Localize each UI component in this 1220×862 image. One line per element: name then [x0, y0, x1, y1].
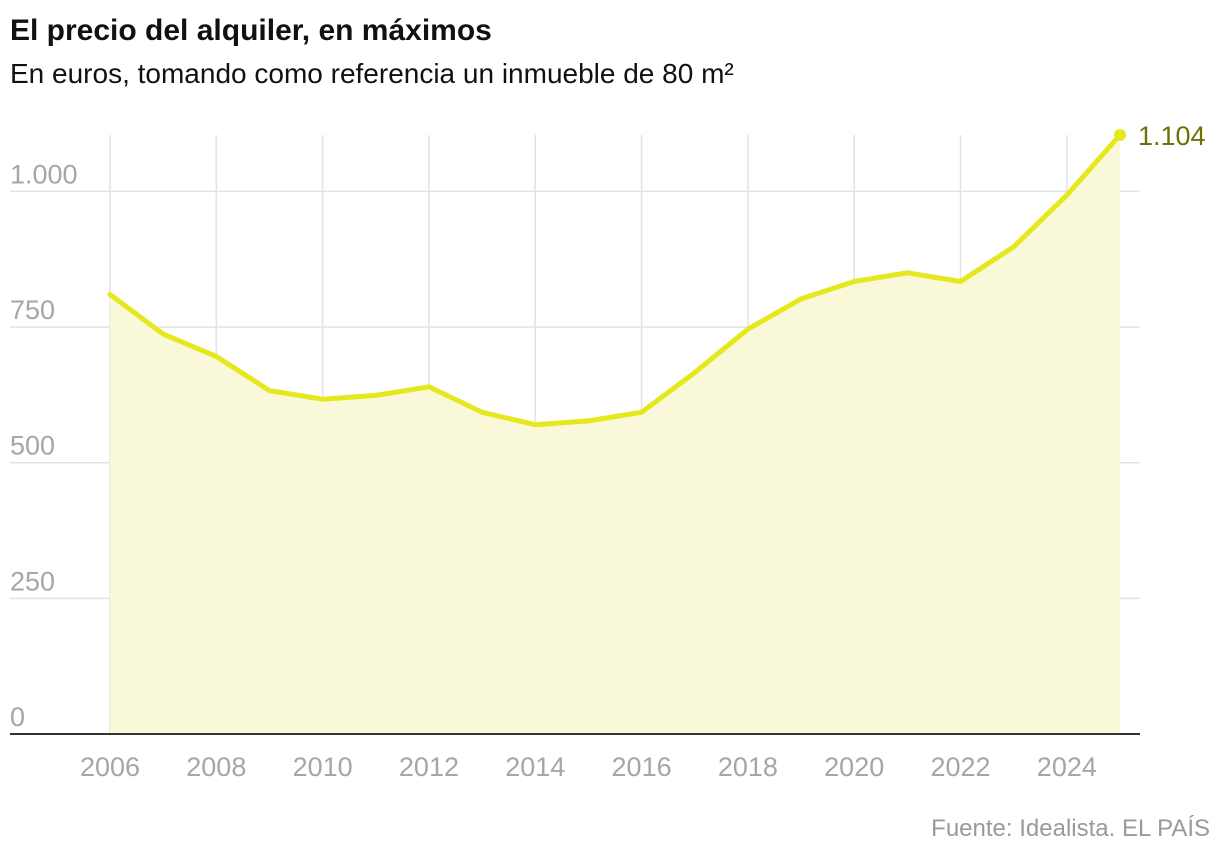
- y-tick-label: 0: [10, 702, 25, 732]
- y-tick-label: 500: [10, 431, 55, 461]
- x-tick-label: 2022: [930, 752, 990, 782]
- x-tick-labels: 2006 2008 2010 2012 2014 2016 2018 2020 2022 2024: [80, 752, 1097, 782]
- x-tick-label: 2010: [293, 752, 353, 782]
- x-tick-label: 2020: [824, 752, 884, 782]
- y-tick-labels: 0 250 500 750 1.000: [10, 159, 78, 732]
- y-tick-label: 250: [10, 566, 55, 596]
- chart-title: El precio del alquiler, en máximos: [10, 14, 492, 47]
- source-note: Fuente: Idealista. EL PAÍS: [931, 815, 1210, 842]
- y-tick-label: 750: [10, 295, 55, 325]
- x-tick-label: 2008: [186, 752, 246, 782]
- x-tick-label: 2016: [612, 752, 672, 782]
- x-tick-label: 2014: [505, 752, 565, 782]
- end-point-marker: [1114, 129, 1126, 141]
- y-tick-label: 1.000: [10, 159, 78, 189]
- price-area: [110, 135, 1120, 734]
- x-tick-label: 2024: [1037, 752, 1097, 782]
- x-tick-label: 2012: [399, 752, 459, 782]
- end-value-label: 1.104: [1138, 121, 1206, 151]
- x-tick-label: 2018: [718, 752, 778, 782]
- chart-subtitle: En euros, tomando como referencia un inm…: [10, 58, 734, 89]
- x-tick-label: 2006: [80, 752, 140, 782]
- price-line: [107, 132, 1123, 428]
